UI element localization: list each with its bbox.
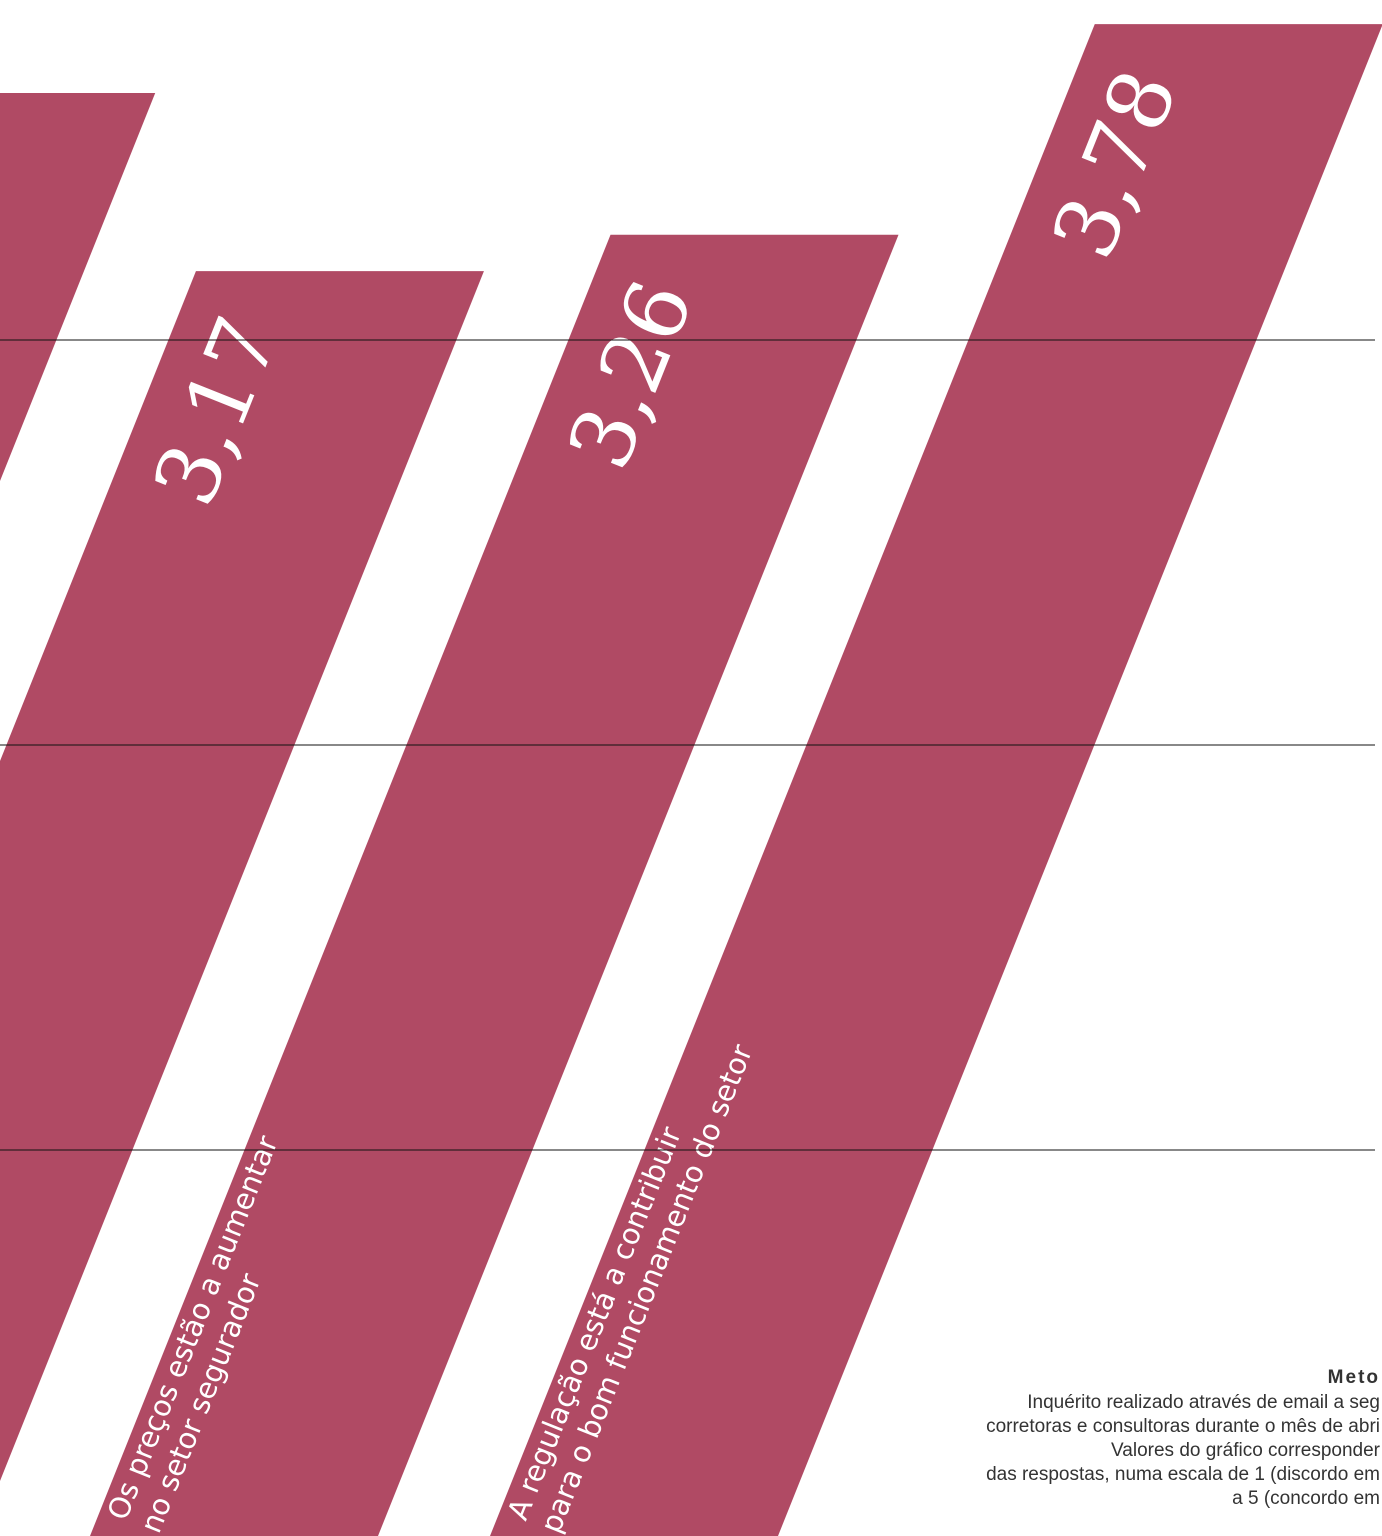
bar [0,271,484,1481]
note-title: Meto [1328,1367,1380,1388]
bar [489,24,1382,1536]
note-line: das respostas, numa escala de 1 (discord… [986,1464,1380,1485]
note-line: Inquérito realizado através de email a s… [1027,1392,1380,1413]
note-line: a 5 (concordo em [1232,1488,1380,1509]
bar [0,92,156,481]
note-line: Valores do gráfico corresponder [1111,1440,1381,1461]
note-line: corretoras e consultoras durante o mês d… [986,1416,1380,1437]
bar [90,234,899,1536]
